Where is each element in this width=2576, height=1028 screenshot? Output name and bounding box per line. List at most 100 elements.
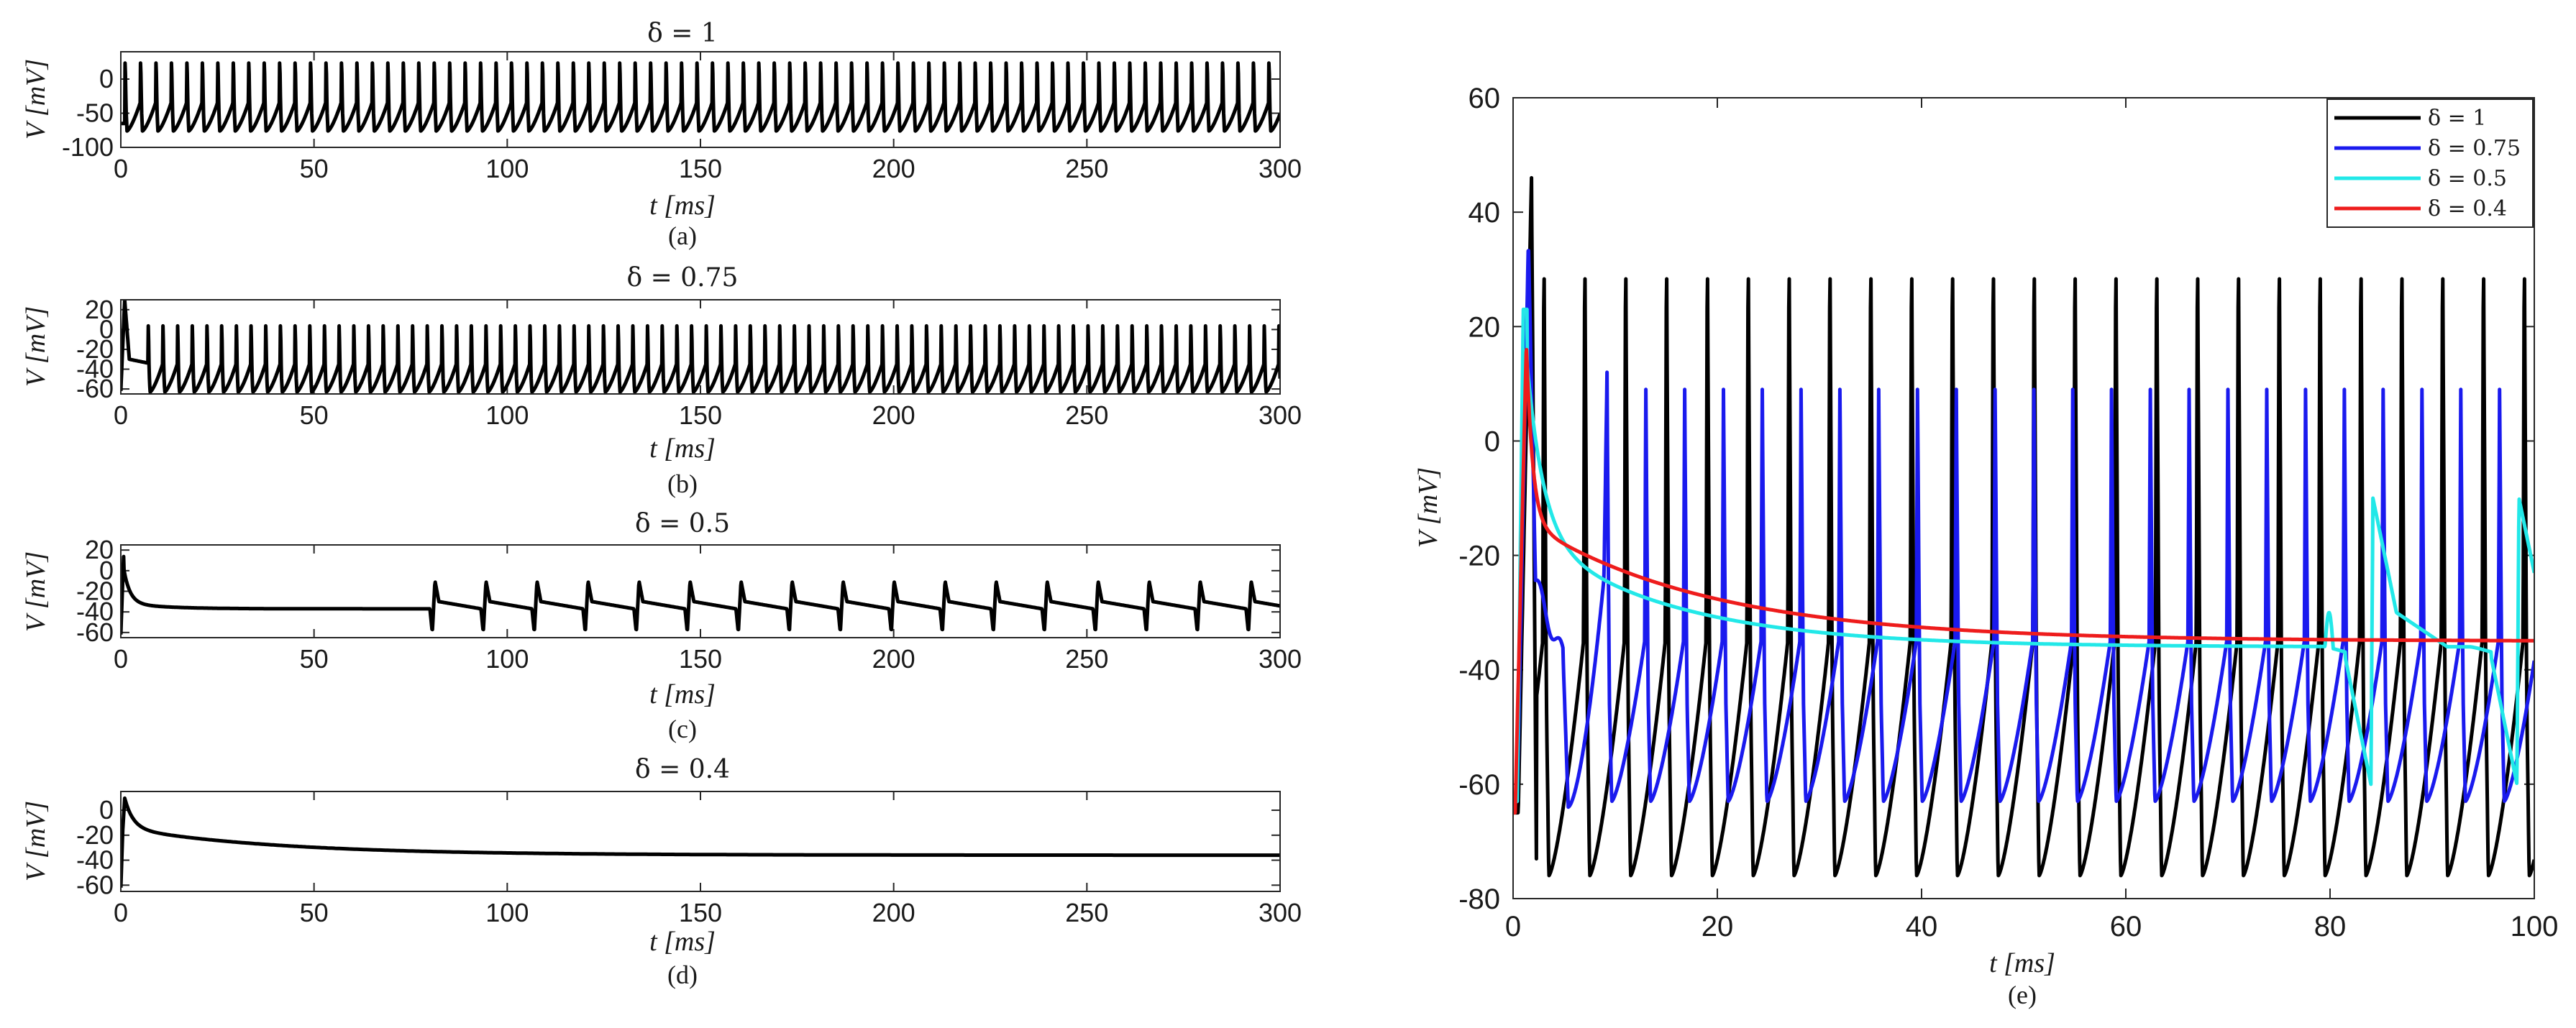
series-line-2 bbox=[1513, 307, 2534, 804]
legend-box bbox=[2326, 98, 2534, 228]
panel-b-caption: (b) bbox=[667, 469, 698, 498]
panel-b-ylabel: V [mV] bbox=[21, 306, 51, 387]
panel-b-title: δ = 0.75 bbox=[627, 263, 739, 293]
panel-e-xlabel: t [ms] bbox=[1989, 948, 2055, 978]
x-tick-label: 250 bbox=[1065, 154, 1108, 183]
legend-label: δ = 0.5 bbox=[2428, 166, 2507, 191]
panel-e-legend: δ = 1 δ = 0.75 δ = 0.5 δ = 0.4 bbox=[2326, 98, 2534, 228]
legend-label: δ = 1 bbox=[2428, 106, 2486, 131]
x-tick-label: 0 bbox=[114, 154, 128, 183]
x-tick-label: 40 bbox=[1906, 911, 1938, 942]
panel-a-frame bbox=[120, 51, 1281, 148]
y-tick-label: 20 bbox=[1469, 311, 1501, 343]
panel-d-frame bbox=[120, 791, 1281, 892]
panel-b: δ = 0.75 0 50 100 150 200 250 300-60-40-20020 … bbox=[21, 263, 1302, 498]
panel-d-title: δ = 0.4 bbox=[635, 755, 730, 784]
panel-c-caption: (c) bbox=[668, 715, 697, 743]
panel-c-title: δ = 0.5 bbox=[635, 509, 730, 538]
x-tick-label: 50 bbox=[300, 898, 329, 927]
series-line-3 bbox=[1513, 348, 2534, 815]
panel-c-xlabel: t [ms] bbox=[649, 679, 716, 710]
x-tick-label: 250 bbox=[1065, 644, 1108, 674]
x-tick-label: 200 bbox=[872, 898, 915, 927]
y-tick-label: -80 bbox=[1458, 884, 1500, 915]
y-tick-label: -40 bbox=[76, 845, 114, 875]
x-tick-label: 150 bbox=[679, 644, 722, 674]
y-tick-label: -60 bbox=[1458, 769, 1500, 801]
x-tick-label: 300 bbox=[1259, 898, 1302, 927]
panel-a-caption: (a) bbox=[668, 221, 697, 250]
y-tick-label: 0 bbox=[99, 314, 114, 344]
panel-b-xlabel: t [ms] bbox=[649, 433, 716, 464]
x-tick-label: 0 bbox=[114, 898, 128, 927]
x-tick-label: 100 bbox=[2511, 911, 2559, 942]
panel-d-trace bbox=[121, 796, 1280, 888]
y-tick-label: -20 bbox=[76, 820, 114, 850]
panel-d-xlabel: t [ms] bbox=[649, 927, 716, 957]
x-tick-label: 250 bbox=[1065, 400, 1108, 430]
x-tick-label: 150 bbox=[679, 400, 722, 430]
y-tick-label: -20 bbox=[76, 334, 114, 364]
y-tick-label: 0 bbox=[1484, 426, 1500, 457]
x-tick-label: 150 bbox=[679, 898, 722, 927]
x-tick-label: 200 bbox=[872, 400, 915, 430]
y-tick-label: -40 bbox=[1458, 655, 1500, 687]
x-tick-label: 20 bbox=[1702, 911, 1734, 942]
y-tick-label: 0 bbox=[99, 64, 114, 93]
x-tick-label: 100 bbox=[485, 644, 529, 674]
y-tick-label: 20 bbox=[85, 535, 114, 564]
y-tick-label: -50 bbox=[76, 98, 114, 128]
x-tick-label: 80 bbox=[2314, 911, 2347, 942]
y-tick-label: -20 bbox=[1458, 541, 1500, 572]
y-tick-label: 0 bbox=[99, 556, 114, 585]
x-tick-label: 200 bbox=[872, 154, 915, 183]
y-tick-label: 0 bbox=[99, 795, 114, 825]
y-tick-label: -40 bbox=[76, 597, 114, 626]
y-tick-label: -60 bbox=[76, 374, 114, 403]
x-tick-label: 100 bbox=[485, 400, 529, 430]
x-tick-label: 100 bbox=[485, 154, 529, 183]
panel-b-trace bbox=[121, 300, 1280, 394]
panel-b-frame bbox=[120, 299, 1281, 395]
y-tick-label: 40 bbox=[1469, 197, 1501, 229]
x-tick-label: 60 bbox=[2110, 911, 2142, 942]
y-tick-label: -60 bbox=[76, 618, 114, 647]
x-tick-label: 50 bbox=[300, 644, 329, 674]
x-tick-label: 150 bbox=[679, 154, 722, 183]
x-tick-label: 0 bbox=[1505, 911, 1521, 942]
x-tick-label: 50 bbox=[300, 154, 329, 183]
y-tick-label: 20 bbox=[85, 295, 114, 324]
panel-d-caption: (d) bbox=[667, 960, 698, 989]
x-tick-label: 0 bbox=[114, 644, 128, 674]
x-tick-label: 250 bbox=[1065, 898, 1108, 927]
panel-a-ylabel: V [mV] bbox=[21, 59, 51, 139]
panel-d-ylabel: V [mV] bbox=[21, 801, 51, 881]
y-tick-label: -60 bbox=[76, 870, 114, 899]
panel-c-trace bbox=[121, 554, 1280, 635]
legend-label: δ = 0.4 bbox=[2428, 196, 2507, 221]
x-tick-label: 300 bbox=[1259, 644, 1302, 674]
panel-a-title: δ = 1 bbox=[647, 19, 718, 48]
y-tick-label: -40 bbox=[76, 354, 114, 384]
panel-c-ylabel: V [mV] bbox=[21, 551, 51, 632]
x-tick-label: 200 bbox=[872, 644, 915, 674]
x-tick-label: 300 bbox=[1259, 400, 1302, 430]
panel-e-caption: (e) bbox=[2008, 981, 2037, 1009]
legend-label: δ = 0.75 bbox=[2428, 136, 2521, 161]
y-tick-label: -100 bbox=[62, 132, 114, 162]
panel-e-ylabel: V [mV] bbox=[1413, 467, 1443, 548]
x-tick-label: 0 bbox=[114, 400, 128, 430]
panel-a-xlabel: t [ms] bbox=[649, 191, 716, 221]
panel-e-frame bbox=[1512, 97, 2535, 899]
y-tick-label: -20 bbox=[76, 577, 114, 606]
panel-a-trace bbox=[121, 61, 1280, 133]
y-tick-label: 60 bbox=[1469, 83, 1501, 114]
x-tick-label: 300 bbox=[1259, 154, 1302, 183]
panel-a: δ = 1 0 50 100 150 200 250 300-100-500 t [ms] … bbox=[21, 19, 1302, 250]
x-tick-label: 100 bbox=[485, 898, 529, 927]
panel-c-frame bbox=[120, 544, 1281, 638]
panel-d: δ = 0.4 0 50 100 150 200 250 300-60-40-200 t [… bbox=[21, 755, 1302, 989]
